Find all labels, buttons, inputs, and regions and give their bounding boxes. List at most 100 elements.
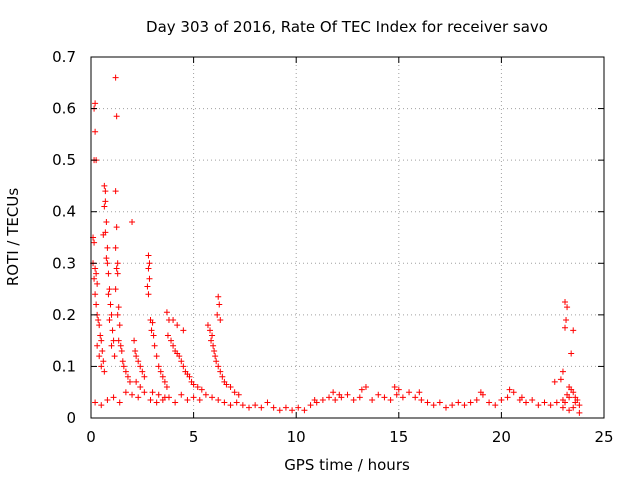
- data-point: [216, 301, 223, 308]
- data-point: [196, 396, 203, 403]
- y-tick-label: 0.1: [52, 357, 76, 375]
- data-point: [92, 265, 99, 272]
- data-point: [356, 394, 363, 401]
- data-point: [129, 219, 136, 226]
- data-point: [270, 404, 277, 411]
- data-point: [207, 327, 214, 334]
- data-point: [146, 260, 153, 267]
- data-point: [135, 358, 142, 365]
- data-point: [145, 265, 152, 272]
- y-tick-label: 0.7: [52, 48, 76, 66]
- data-point: [424, 399, 431, 406]
- data-point: [209, 332, 216, 339]
- data-point: [557, 376, 564, 383]
- data-point: [113, 224, 120, 231]
- data-point: [114, 260, 121, 267]
- data-point: [311, 396, 318, 403]
- data-point: [159, 373, 166, 380]
- data-point: [455, 399, 462, 406]
- data-point: [93, 301, 100, 308]
- data-point: [562, 324, 569, 331]
- data-point: [129, 391, 136, 398]
- data-point: [211, 347, 218, 354]
- data-point: [122, 389, 129, 396]
- data-point: [381, 394, 388, 401]
- x-tick-label: 10: [287, 428, 306, 446]
- data-point: [146, 275, 153, 282]
- data-point: [110, 337, 117, 344]
- data-point: [391, 384, 398, 391]
- data-point: [92, 399, 99, 406]
- data-point: [564, 391, 571, 398]
- data-point: [107, 301, 114, 308]
- data-point: [109, 327, 116, 334]
- data-point: [326, 394, 333, 401]
- data-point: [99, 347, 106, 354]
- data-point: [164, 332, 171, 339]
- data-point: [477, 389, 484, 396]
- data-point: [416, 389, 423, 396]
- data-point: [576, 409, 583, 416]
- data-point: [570, 389, 577, 396]
- data-point: [149, 389, 156, 396]
- data-point: [126, 378, 133, 385]
- data-point: [461, 402, 468, 409]
- data-point: [289, 407, 296, 414]
- y-axis-ticks: 0 0.1 0.2 0.3 0.4 0.5 0.6 0.7: [52, 48, 604, 427]
- data-point: [217, 368, 224, 375]
- data-point: [529, 396, 536, 403]
- data-point: [115, 337, 122, 344]
- data-point: [174, 322, 181, 329]
- data-point: [113, 113, 120, 120]
- data-point: [504, 394, 511, 401]
- data-point: [202, 391, 209, 398]
- data-point: [116, 322, 123, 329]
- data-point: [115, 304, 122, 311]
- data-point: [116, 399, 123, 406]
- data-point: [141, 373, 148, 380]
- data-point: [510, 389, 517, 396]
- grid: [91, 57, 604, 418]
- data-point: [135, 394, 142, 401]
- data-point: [114, 270, 121, 277]
- data-point: [406, 389, 413, 396]
- data-point: [233, 399, 240, 406]
- data-point: [541, 399, 548, 406]
- data-point: [332, 396, 339, 403]
- data-point: [151, 342, 158, 349]
- data-point: [103, 219, 110, 226]
- data-point: [562, 298, 569, 305]
- data-point: [118, 347, 125, 354]
- data-point: [210, 342, 217, 349]
- data-point: [91, 275, 98, 282]
- data-point: [219, 373, 226, 380]
- data-point: [95, 317, 102, 324]
- data-point: [101, 368, 108, 375]
- data-point: [227, 384, 234, 391]
- data-point: [157, 368, 164, 375]
- data-point: [102, 198, 109, 205]
- data-point: [559, 404, 566, 411]
- data-point: [506, 386, 513, 393]
- data-point: [194, 384, 201, 391]
- data-point: [227, 402, 234, 409]
- data-point: [223, 381, 230, 388]
- data-point: [551, 378, 558, 385]
- data-point: [190, 381, 197, 388]
- data-points: [90, 74, 583, 416]
- data-point: [563, 317, 570, 324]
- data-point: [395, 386, 402, 393]
- data-point: [190, 394, 197, 401]
- data-point: [336, 391, 343, 398]
- data-point: [535, 402, 542, 409]
- data-point: [92, 128, 99, 135]
- data-point: [172, 399, 179, 406]
- x-tick-label: 15: [389, 428, 408, 446]
- data-point: [523, 399, 530, 406]
- data-point: [399, 394, 406, 401]
- data-point: [358, 386, 365, 393]
- data-point: [163, 384, 170, 391]
- data-point: [170, 317, 177, 324]
- data-point: [98, 337, 105, 344]
- data-point: [362, 384, 369, 391]
